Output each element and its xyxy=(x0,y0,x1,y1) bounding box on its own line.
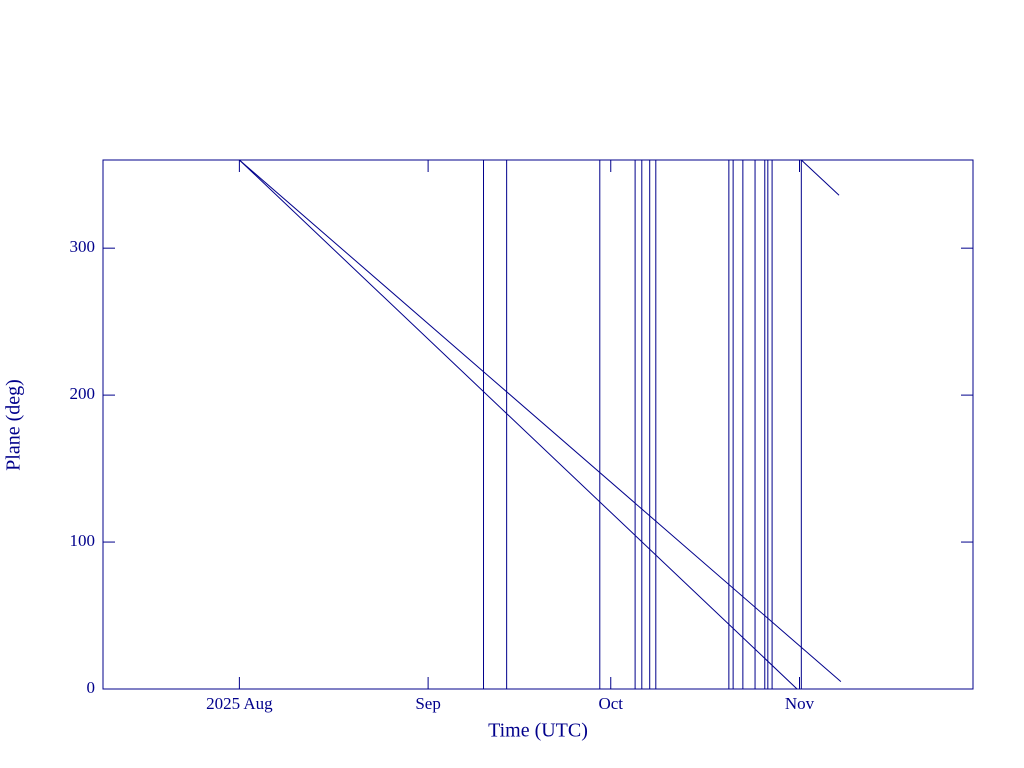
x-tick-label: Oct xyxy=(598,694,623,713)
x-axis-label: Time (UTC) xyxy=(488,720,588,742)
x-tick-label: Sep xyxy=(415,694,441,713)
x-tick-label: Nov xyxy=(785,694,815,713)
y-tick-label: 300 xyxy=(70,237,96,256)
y-tick-label: 200 xyxy=(70,384,96,403)
y-tick-label: 0 xyxy=(87,678,96,697)
data-line xyxy=(239,159,842,683)
data-line xyxy=(483,160,802,689)
data-line xyxy=(239,159,840,690)
y-axis-label: Plane (deg) xyxy=(3,379,25,471)
x-tick-label: 2025 Aug xyxy=(206,694,273,713)
y-tick-label: 100 xyxy=(70,531,96,550)
plot-frame xyxy=(102,159,974,690)
